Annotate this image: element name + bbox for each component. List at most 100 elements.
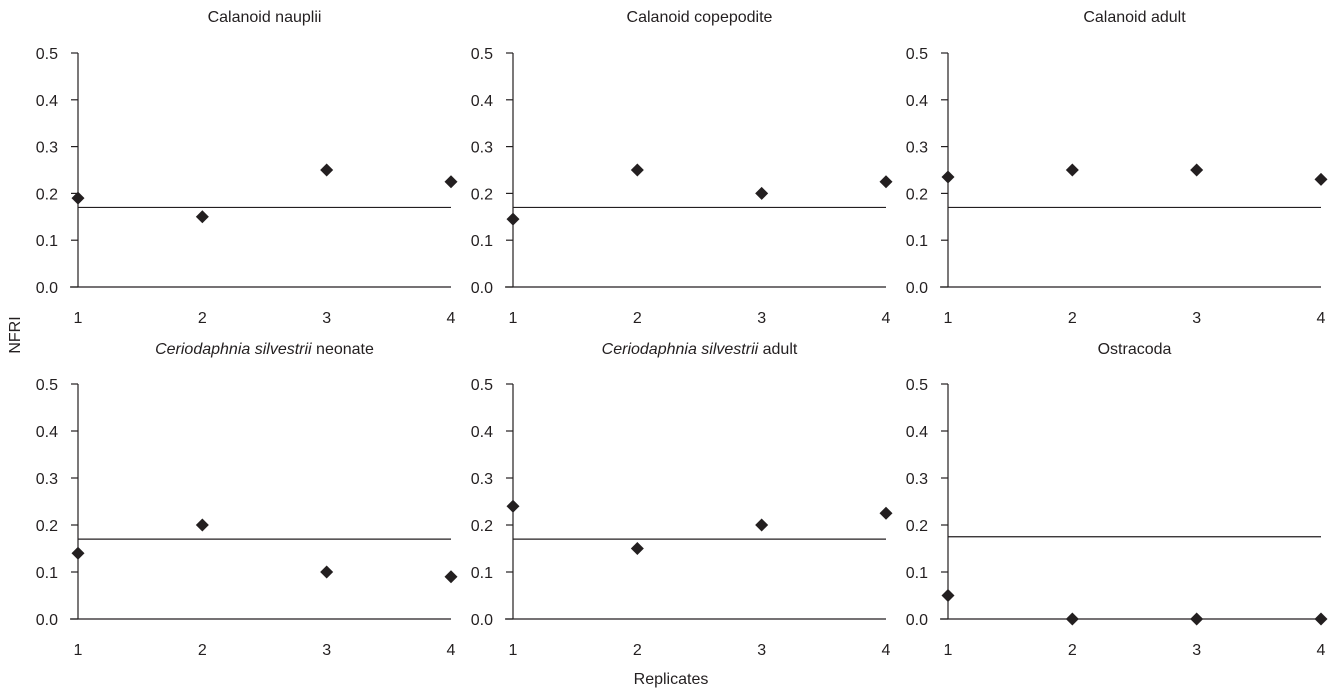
y-axis-label: NFRI [7,316,24,353]
data-point-diamond [195,518,209,532]
y-tick-label: 0.3 [906,140,928,157]
y-tick-label: 0.4 [906,93,928,110]
y-tick-label: 0.5 [471,377,493,394]
data-point-diamond [879,175,893,189]
y-tick-label: 0.4 [36,424,58,441]
panel-ostracoda: Ostracoda 0.0 0.1 0.2 0.3 0.4 0.5 1 2 3 4 [906,341,1328,659]
panel-ceriodaphnia-silvestrii-adult: Ceriodaphnia silvestrii adult 0.0 0.1 0.2 0.… [471,341,893,659]
x-tick-label: 2 [1068,642,1077,659]
x-tick-label: 3 [322,642,331,659]
panel-title: Calanoid nauplii [208,9,322,26]
y-tick-label: 0.1 [471,233,493,250]
y-tick-label: 0.0 [906,280,928,297]
data-point-diamond [630,163,644,177]
y-tick-label: 0.0 [471,280,493,297]
data-point-diamond [444,175,458,189]
y-tick-label: 0.0 [906,612,928,629]
x-tick-label: 2 [1068,310,1077,327]
data-point-diamond [1190,163,1204,177]
y-tick-label: 0.1 [36,233,58,250]
x-tick-label: 1 [509,310,518,327]
y-tick-label: 0.2 [906,186,928,203]
x-tick-label: 1 [509,642,518,659]
panel-title-rest: neonate [312,341,374,358]
data-point-diamond [1314,172,1328,186]
y-tick-label: 0.3 [36,471,58,488]
panel-calanoid-adult: Calanoid adult 0.0 0.1 0.2 0.3 0.4 0.5 1 2 3 4 [906,9,1328,327]
y-tick-label: 0.5 [471,46,493,63]
x-tick-label: 4 [1317,642,1326,659]
y-tick-label: 0.5 [906,46,928,63]
data-point-diamond [506,212,520,226]
x-tick-label: 3 [1192,310,1201,327]
x-tick-label: 1 [944,310,953,327]
panel-title-italic: Ceriodaphnia silvestrii [602,341,759,358]
x-tick-label: 3 [757,310,766,327]
data-point-diamond [71,546,85,560]
panel-title: Calanoid copepodite [627,9,773,26]
panel-title: Ceriodaphnia silvestrii adult [602,341,798,358]
data-point-diamond [755,518,769,532]
y-tick-label: 0.3 [36,140,58,157]
y-tick-label: 0.2 [906,518,928,535]
y-tick-label: 0.3 [471,140,493,157]
y-tick-label: 0.5 [906,377,928,394]
y-tick-label: 0.4 [36,93,58,110]
y-tick-label: 0.4 [906,424,928,441]
data-point-diamond [71,191,85,205]
data-point-diamond [444,570,458,584]
y-tick-label: 0.2 [471,186,493,203]
panel-title: Ceriodaphnia silvestrii neonate [155,341,374,358]
x-tick-label: 2 [198,642,207,659]
data-point-diamond [1065,163,1079,177]
x-tick-label: 3 [1192,642,1201,659]
y-tick-label: 0.4 [471,93,493,110]
x-tick-label: 2 [198,310,207,327]
data-point-diamond [1190,612,1204,626]
data-point-diamond [879,506,893,520]
panel-title: Calanoid adult [1083,9,1186,26]
x-tick-label: 4 [1317,310,1326,327]
data-point-diamond [320,565,334,579]
y-tick-label: 0.4 [471,424,493,441]
y-tick-label: 0.3 [471,471,493,488]
x-tick-label: 2 [633,642,642,659]
y-tick-label: 0.0 [36,280,58,297]
panel-ceriodaphnia-silvestrii-neonate: Ceriodaphnia silvestrii neonate 0.0 0.1 0.2… [36,341,458,659]
x-tick-label: 4 [882,310,891,327]
data-point-diamond [506,499,520,513]
panel-title: Ostracoda [1098,341,1172,358]
panel-title-rest: adult [758,341,798,358]
y-tick-label: 0.0 [36,612,58,629]
y-tick-label: 0.2 [471,518,493,535]
x-axis-label: Replicates [634,671,709,688]
y-tick-label: 0.3 [906,471,928,488]
data-point-diamond [1314,612,1328,626]
x-tick-label: 1 [74,642,83,659]
y-tick-label: 0.1 [36,565,58,582]
y-tick-label: 0.2 [36,518,58,535]
y-tick-label: 0.0 [471,612,493,629]
data-point-diamond [630,542,644,555]
x-tick-label: 3 [757,642,766,659]
x-tick-label: 4 [447,310,456,327]
data-point-diamond [755,186,769,200]
panel-calanoid-copepodite: Calanoid copepodite 0.0 0.1 0.2 0.3 0.4 0.5 1 2 3… [471,9,893,327]
x-tick-label: 4 [447,642,456,659]
panel-title-italic: Ceriodaphnia silvestrii [155,341,312,358]
y-tick-label: 0.5 [36,377,58,394]
y-tick-label: 0.1 [906,233,928,250]
data-point-diamond [941,589,955,602]
data-point-diamond [941,170,955,184]
x-tick-label: 4 [882,642,891,659]
data-point-diamond [1065,612,1079,626]
y-tick-label: 0.1 [471,565,493,582]
panel-calanoid-nauplii: Calanoid nauplii 0.0 0.1 0.2 0.3 0.4 0.5 1 2 3 4 [36,9,458,327]
y-tick-label: 0.1 [906,565,928,582]
y-tick-label: 0.5 [36,46,58,63]
x-tick-label: 3 [322,310,331,327]
y-tick-label: 0.2 [36,186,58,203]
x-tick-label: 1 [944,642,953,659]
x-tick-label: 2 [633,310,642,327]
